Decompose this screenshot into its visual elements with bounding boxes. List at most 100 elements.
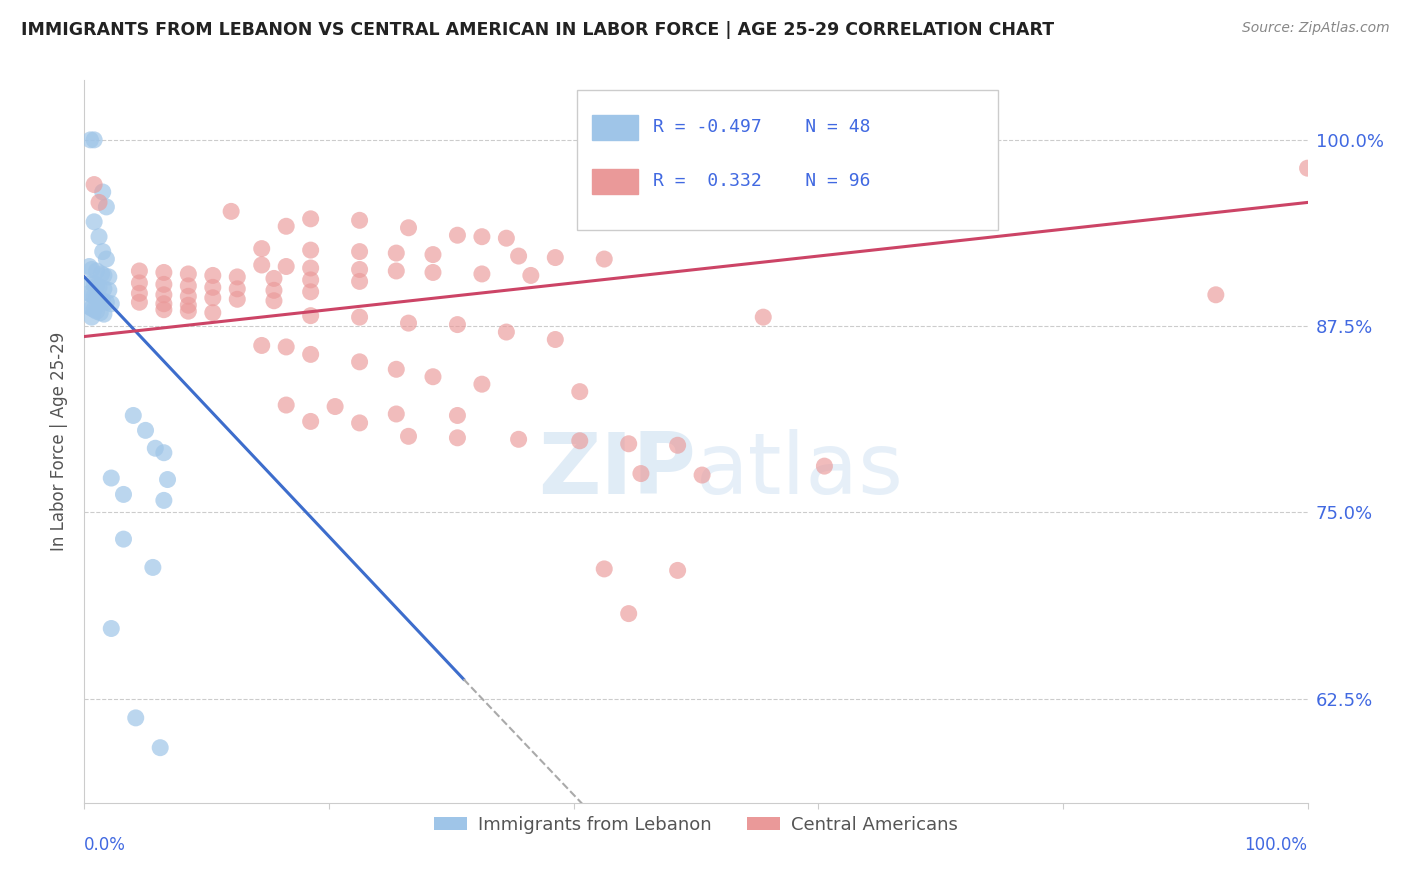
Point [349,262,371,277]
Point [83,215,105,229]
Point [153,446,176,460]
Text: atlas: atlas [696,429,904,512]
Point [83,289,105,303]
Text: 0.0%: 0.0% [84,836,127,854]
Point [323,400,346,414]
Point [128,264,150,278]
Point [112,532,135,546]
Point [263,271,285,285]
Point [153,265,176,279]
Point [349,274,371,288]
Point [201,280,224,294]
Point [471,229,494,244]
Point [93,307,115,321]
Point [276,398,298,412]
Point [752,310,775,325]
Point [299,309,322,323]
Point [77,260,100,274]
Point [93,268,115,283]
Point [226,282,249,296]
Point [250,242,273,256]
Point [128,295,150,310]
Point [91,244,114,259]
Point [299,414,322,428]
Point [96,295,118,310]
Point [422,369,444,384]
Point [520,268,543,283]
Point [385,407,408,421]
Point [299,211,322,226]
Point [83,178,105,192]
Point [263,283,285,297]
Point [143,442,166,456]
Text: Source: ZipAtlas.com: Source: ZipAtlas.com [1241,21,1389,35]
Point [446,409,468,423]
Point [690,468,713,483]
Point [263,293,285,308]
Point [87,280,110,294]
Point [153,277,176,292]
Point [299,260,322,275]
Point [90,267,112,281]
Point [508,249,530,263]
Point [385,264,408,278]
Text: R = -0.497    N = 48: R = -0.497 N = 48 [654,118,870,136]
Text: R =  0.332    N = 96: R = 0.332 N = 96 [654,172,870,190]
Point [177,278,200,293]
Point [422,265,444,279]
Point [398,220,420,235]
Point [80,276,103,290]
Point [593,562,616,576]
Point [385,246,408,260]
Point [276,219,298,234]
Point [128,286,150,301]
Bar [592,115,638,139]
Point [153,493,176,508]
Point [201,306,224,320]
Point [495,325,517,339]
Bar [592,169,638,194]
Text: ZIP: ZIP [538,429,696,512]
Point [112,487,135,501]
Point [666,438,689,452]
Point [813,459,835,474]
Point [446,318,468,332]
Point [422,247,444,261]
Point [177,267,200,281]
Point [79,133,101,147]
Point [226,269,249,284]
Point [544,333,567,347]
Point [156,473,179,487]
Point [219,204,242,219]
Point [495,231,517,245]
Point [91,185,114,199]
Point [1296,161,1319,176]
Text: IMMIGRANTS FROM LEBANON VS CENTRAL AMERICAN IN LABOR FORCE | AGE 25-29 CORRELATI: IMMIGRANTS FROM LEBANON VS CENTRAL AMERI… [21,21,1054,38]
Point [83,302,105,317]
Point [349,213,371,227]
Point [299,243,322,257]
Legend: Immigrants from Lebanon, Central Americans: Immigrants from Lebanon, Central America… [427,808,965,841]
Point [77,286,100,301]
Point [87,195,110,210]
Point [349,244,371,259]
Point [398,316,420,330]
Text: 100.0%: 100.0% [1244,836,1308,854]
Point [471,267,494,281]
Point [80,310,103,325]
Point [471,377,494,392]
Point [93,282,115,296]
Point [86,264,108,278]
Point [80,262,103,277]
Point [226,293,249,307]
Point [617,437,640,451]
Point [149,740,172,755]
Point [446,228,468,243]
Point [86,291,108,305]
Point [142,560,165,574]
Point [568,384,591,399]
Point [177,304,200,318]
Point [97,283,120,297]
Point [122,409,145,423]
Point [630,467,652,481]
